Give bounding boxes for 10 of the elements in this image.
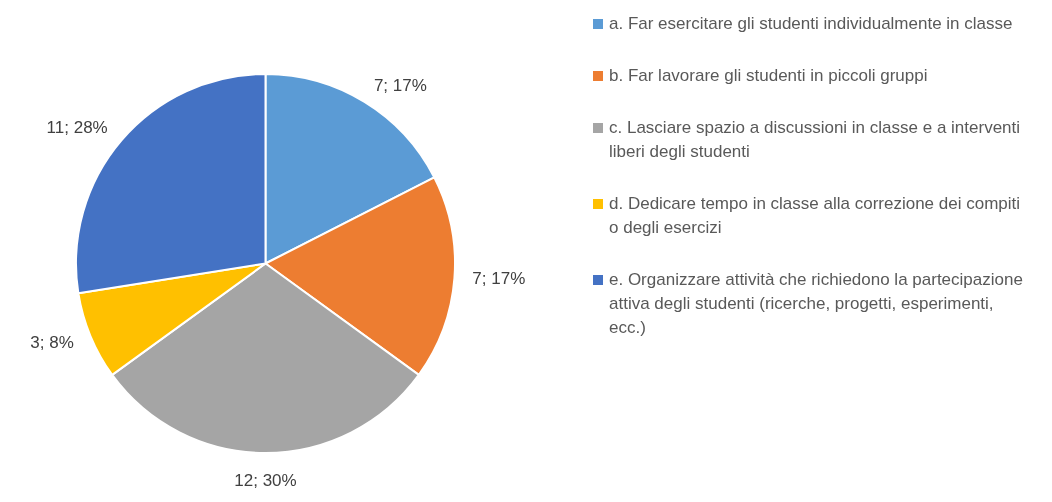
- legend-label: c. Lasciare spazio a discussioni in classe e a interventi liberi degli studenti: [609, 117, 1022, 163]
- data-label: 11; 28%: [46, 118, 108, 138]
- data-label: 3; 8%: [30, 332, 74, 352]
- data-label: 7; 17%: [373, 76, 427, 96]
- legend-label: a. Far esercitare gli studenti individualmente in classe: [609, 13, 1013, 35]
- data-label: 7; 17%: [472, 269, 526, 289]
- legend-label: b. Far lavorare gli studenti in piccoli gruppi: [609, 65, 928, 87]
- legend-label: d. Dedicare tempo in classe alla correzione dei compiti o degli esercizi: [609, 193, 1022, 239]
- data-label: 12; 30%: [234, 470, 297, 490]
- legend-label: e. Organizzare attività che richiedono la partecipazione attiva degli studenti (ricerche, progetti, esperimenti, ecc.): [609, 269, 1024, 339]
